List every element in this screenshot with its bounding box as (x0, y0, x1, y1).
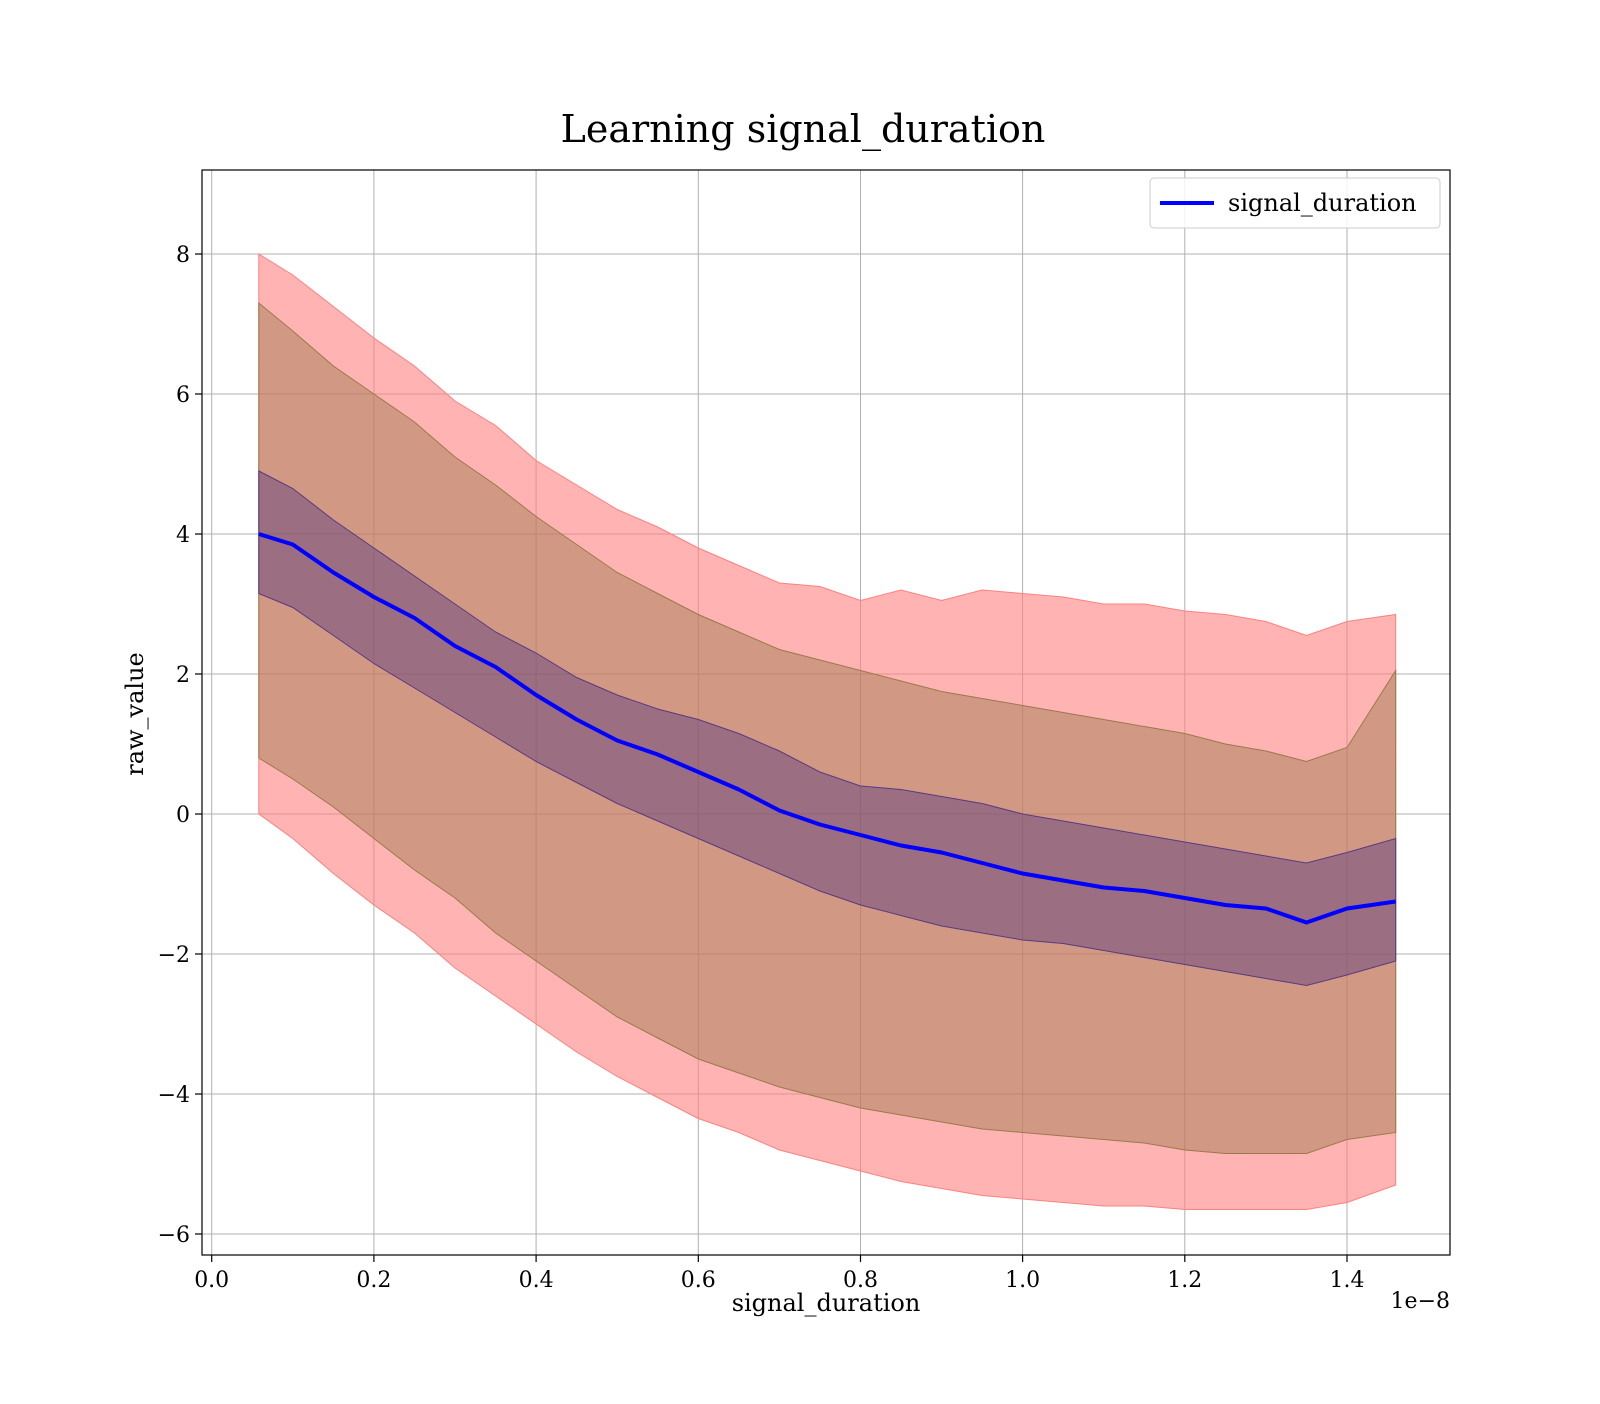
y-tick-label: 0 (176, 803, 190, 828)
x-tick-label: 1.4 (1330, 1268, 1365, 1293)
chart-title: Learning signal_duration (561, 107, 1046, 152)
y-tick-label: 2 (176, 663, 190, 688)
x-tick-label: 0.2 (356, 1268, 391, 1293)
x-tick-label: 1.0 (1005, 1268, 1040, 1293)
y-tick-label: −4 (158, 1083, 190, 1108)
x-axis-label: signal_duration (732, 1289, 921, 1317)
series-line-signal-duration (258, 532, 1396, 925)
x-tick-label: 0.6 (681, 1268, 716, 1293)
y-axis-ticks: −6 −4 −2 0 2 4 6 8 (158, 243, 202, 1248)
x-axis-ticks: 0.0 0.2 0.4 0.6 0.8 1.0 1.2 1.4 (194, 1255, 1365, 1293)
plot-frame (201, 169, 1451, 1256)
x-tick-label: 0.4 (519, 1268, 554, 1293)
y-tick-label: −6 (158, 1223, 190, 1248)
band-layer (258, 253, 1397, 1210)
y-tick-label: 6 (176, 383, 190, 408)
x-tick-label: 0.8 (843, 1268, 878, 1293)
x-tick-label: 0.0 (194, 1268, 229, 1293)
legend-entry-label: signal_duration (1228, 189, 1417, 217)
y-tick-label: −2 (158, 943, 190, 968)
x-axis-offset-label: 1e−8 (1391, 1289, 1450, 1314)
y-tick-label: 8 (176, 243, 190, 268)
x-tick-label: 1.2 (1167, 1268, 1202, 1293)
legend-box (1149, 177, 1441, 229)
band-middle (258, 301, 1397, 1154)
band-outer (258, 253, 1397, 1210)
plot-area (201, 169, 1451, 1256)
y-tick-label: 4 (176, 523, 190, 548)
band-inner (258, 470, 1397, 987)
y-axis-label: raw_value (121, 652, 149, 776)
line-layer (258, 532, 1396, 925)
legend: signal_duration (1149, 177, 1441, 229)
